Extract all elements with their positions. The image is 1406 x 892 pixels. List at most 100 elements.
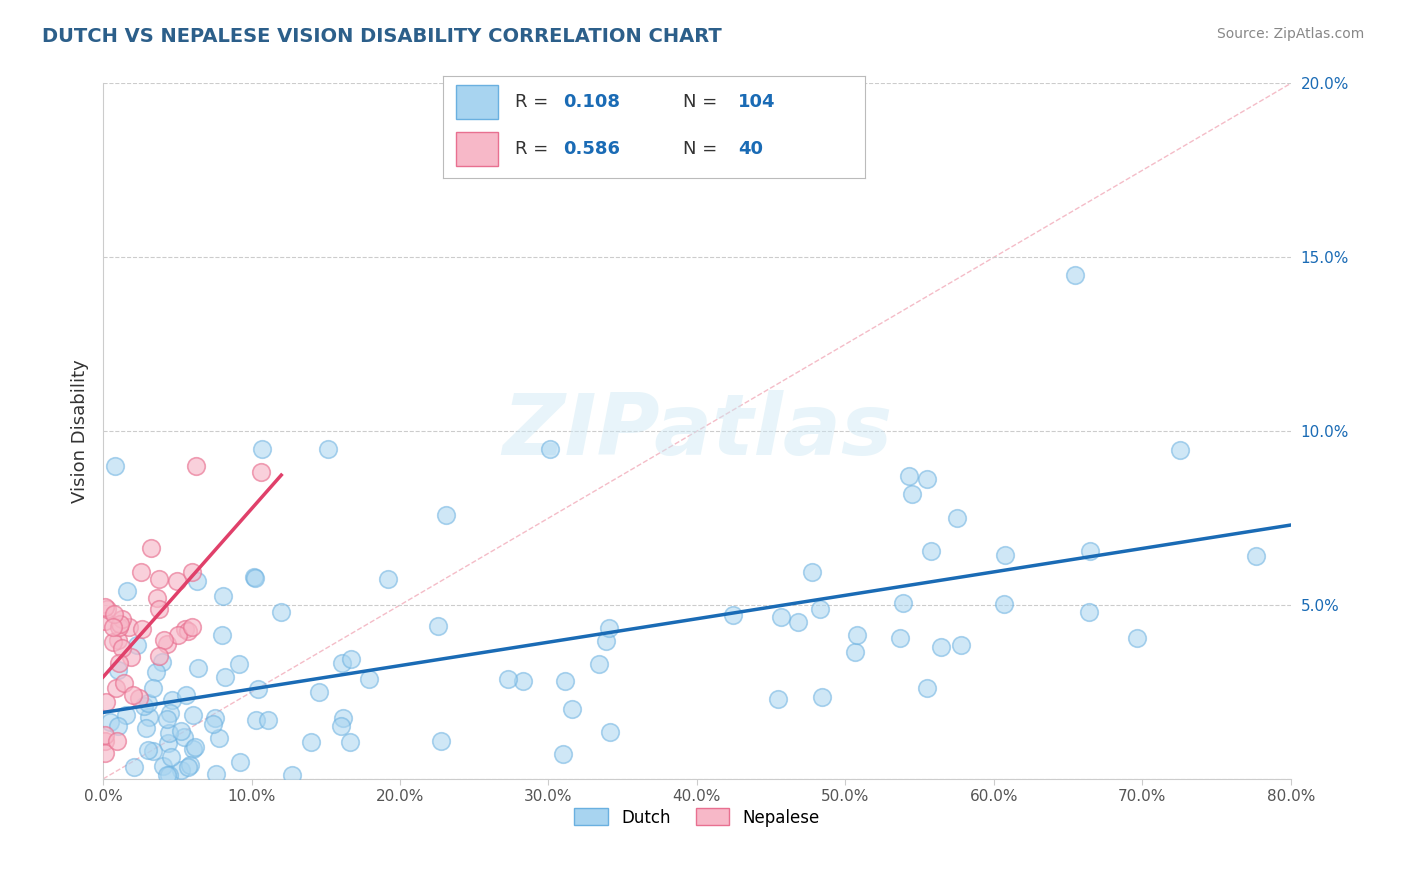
Point — [138, 696, 160, 710]
Text: R =: R = — [515, 140, 554, 158]
Point — [107, 663, 129, 677]
Point — [187, 661, 209, 675]
Point — [122, 688, 145, 702]
Text: 0.586: 0.586 — [562, 140, 620, 158]
Point — [148, 601, 170, 615]
Point — [186, 574, 208, 588]
Text: 0.108: 0.108 — [562, 93, 620, 111]
Point — [214, 670, 236, 684]
Text: R =: R = — [515, 93, 554, 111]
Point — [111, 641, 134, 656]
Point — [120, 650, 142, 665]
Point — [138, 710, 160, 724]
Point — [142, 681, 165, 696]
Point — [201, 717, 224, 731]
Point — [339, 735, 361, 749]
Point — [153, 632, 176, 647]
Point — [945, 511, 967, 525]
Point — [299, 735, 322, 749]
Bar — [456, 85, 498, 119]
Point — [434, 508, 457, 522]
Point — [159, 706, 181, 721]
Point — [723, 608, 745, 623]
Point — [205, 766, 228, 780]
Point — [103, 634, 125, 648]
Bar — [456, 132, 498, 166]
Point — [170, 723, 193, 738]
Point — [993, 597, 1015, 611]
Point — [249, 465, 271, 479]
Point — [846, 628, 869, 642]
Point — [245, 713, 267, 727]
Point — [104, 458, 127, 473]
Point — [173, 730, 195, 744]
Point — [538, 442, 561, 456]
Point — [561, 702, 583, 716]
Point — [177, 624, 200, 638]
Point — [146, 591, 169, 605]
Point — [256, 713, 278, 727]
Point — [496, 672, 519, 686]
Point — [170, 763, 193, 777]
Point — [96, 602, 118, 616]
Point — [111, 612, 134, 626]
Point — [598, 621, 620, 635]
Point — [208, 731, 231, 746]
Point — [112, 675, 135, 690]
Point — [281, 768, 304, 782]
Point — [929, 640, 952, 654]
Point — [554, 674, 576, 689]
Point — [994, 549, 1017, 563]
Point — [108, 620, 131, 634]
Point — [94, 734, 117, 748]
Point — [166, 574, 188, 588]
Point — [155, 637, 177, 651]
Point — [100, 715, 122, 730]
Point — [228, 657, 250, 671]
Point — [245, 571, 267, 585]
Point — [889, 631, 911, 645]
Point — [103, 607, 125, 621]
Point — [250, 442, 273, 456]
Point — [93, 600, 115, 615]
Point — [117, 619, 139, 633]
Point — [167, 628, 190, 642]
Point — [316, 442, 339, 456]
Point — [160, 693, 183, 707]
Point — [808, 602, 831, 616]
Point — [599, 724, 621, 739]
Point — [766, 692, 789, 706]
Point — [891, 596, 914, 610]
Point — [1078, 543, 1101, 558]
Point — [229, 755, 252, 769]
Point — [141, 541, 163, 555]
Point — [148, 648, 170, 663]
Point — [950, 638, 973, 652]
Point — [128, 690, 150, 705]
Point — [595, 633, 617, 648]
Point — [157, 768, 180, 782]
Point — [1064, 268, 1087, 282]
Point — [270, 605, 292, 619]
Text: N =: N = — [683, 93, 723, 111]
Point — [377, 572, 399, 586]
Legend: Dutch, Nepalese: Dutch, Nepalese — [568, 802, 827, 833]
Text: Source: ZipAtlas.com: Source: ZipAtlas.com — [1216, 27, 1364, 41]
Point — [156, 768, 179, 782]
Point — [108, 656, 131, 670]
Point — [330, 656, 353, 670]
Point — [104, 681, 127, 695]
Point — [184, 739, 207, 754]
Point — [181, 620, 204, 634]
Point — [332, 711, 354, 725]
Point — [204, 711, 226, 725]
Text: ZIPatlas: ZIPatlas — [502, 390, 891, 473]
Point — [173, 623, 195, 637]
Point — [108, 616, 131, 631]
Point — [897, 469, 920, 483]
Point — [330, 718, 353, 732]
Point — [142, 744, 165, 758]
Point — [105, 734, 128, 748]
Point — [427, 618, 450, 632]
Point — [786, 615, 808, 629]
